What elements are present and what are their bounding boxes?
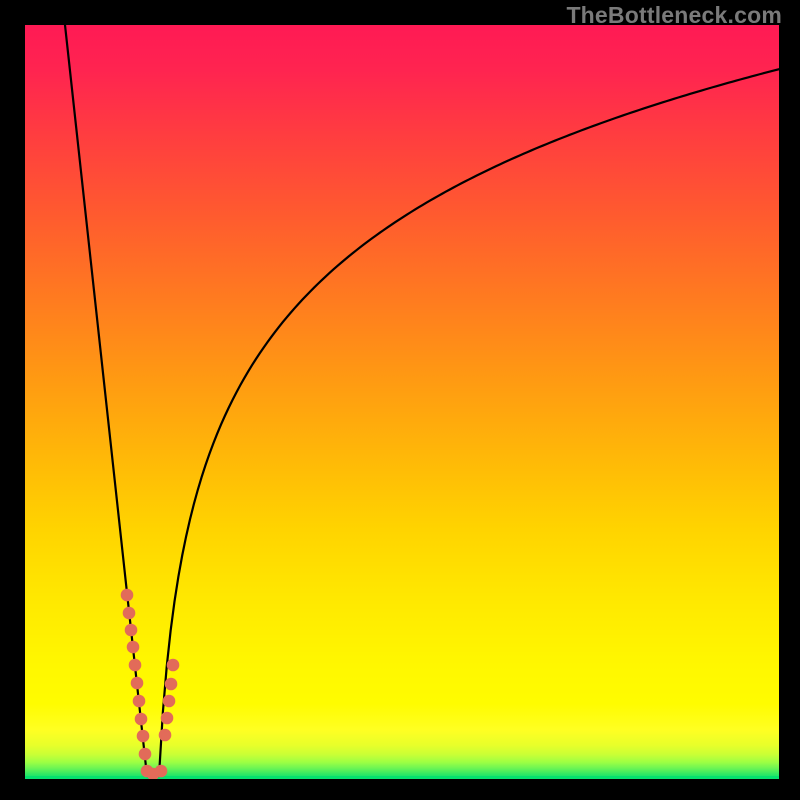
stage: TheBottleneck.com xyxy=(0,0,800,800)
marker-dot xyxy=(127,641,140,654)
marker-dot xyxy=(121,589,134,602)
plot-area xyxy=(25,25,779,779)
bottom-edge xyxy=(25,776,779,779)
marker-dot xyxy=(159,729,172,742)
marker-dot xyxy=(125,624,138,637)
marker-dot xyxy=(133,695,146,708)
marker-dot xyxy=(129,659,142,672)
marker-dot xyxy=(131,677,144,690)
marker-dot xyxy=(165,678,178,691)
chart-svg xyxy=(25,25,779,779)
marker-dot xyxy=(155,765,168,778)
marker-dot xyxy=(139,748,152,761)
marker-dot xyxy=(137,730,150,743)
marker-dot xyxy=(161,712,174,725)
marker-dot xyxy=(163,695,176,708)
marker-dot xyxy=(123,607,136,620)
marker-dot xyxy=(135,713,148,726)
watermark-text: TheBottleneck.com xyxy=(566,2,782,29)
marker-dot xyxy=(167,659,180,672)
